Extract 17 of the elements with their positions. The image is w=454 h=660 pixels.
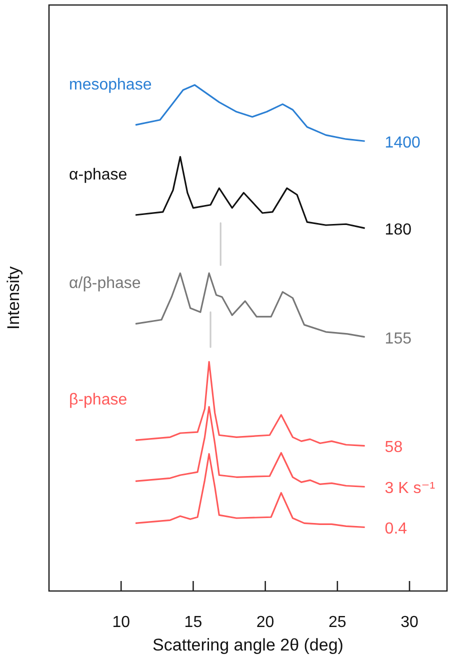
x-axis-title: Scattering angle 2θ (deg) — [152, 635, 344, 654]
annotation: 58 — [384, 439, 403, 456]
y-axis-title: Intensity — [4, 266, 23, 330]
x-tick-label: 25 — [328, 614, 346, 632]
x-tick-label: 30 — [400, 614, 419, 632]
series-label: mesophase — [69, 76, 152, 94]
annotation: 0.4 — [384, 520, 408, 538]
text: β-phase — [69, 392, 128, 409]
text: α-phase — [69, 166, 128, 184]
series-label: α/β-phase — [69, 275, 141, 292]
x-tick-label: 15 — [184, 614, 202, 632]
annotation: 1400 — [384, 134, 420, 152]
annotation: 3 K s⁻¹ — [384, 480, 436, 498]
annotation: 180 — [384, 222, 412, 239]
annotation: 155 — [384, 330, 412, 348]
x-tick-label: 20 — [256, 614, 274, 632]
x-tick-label: 10 — [112, 614, 130, 632]
